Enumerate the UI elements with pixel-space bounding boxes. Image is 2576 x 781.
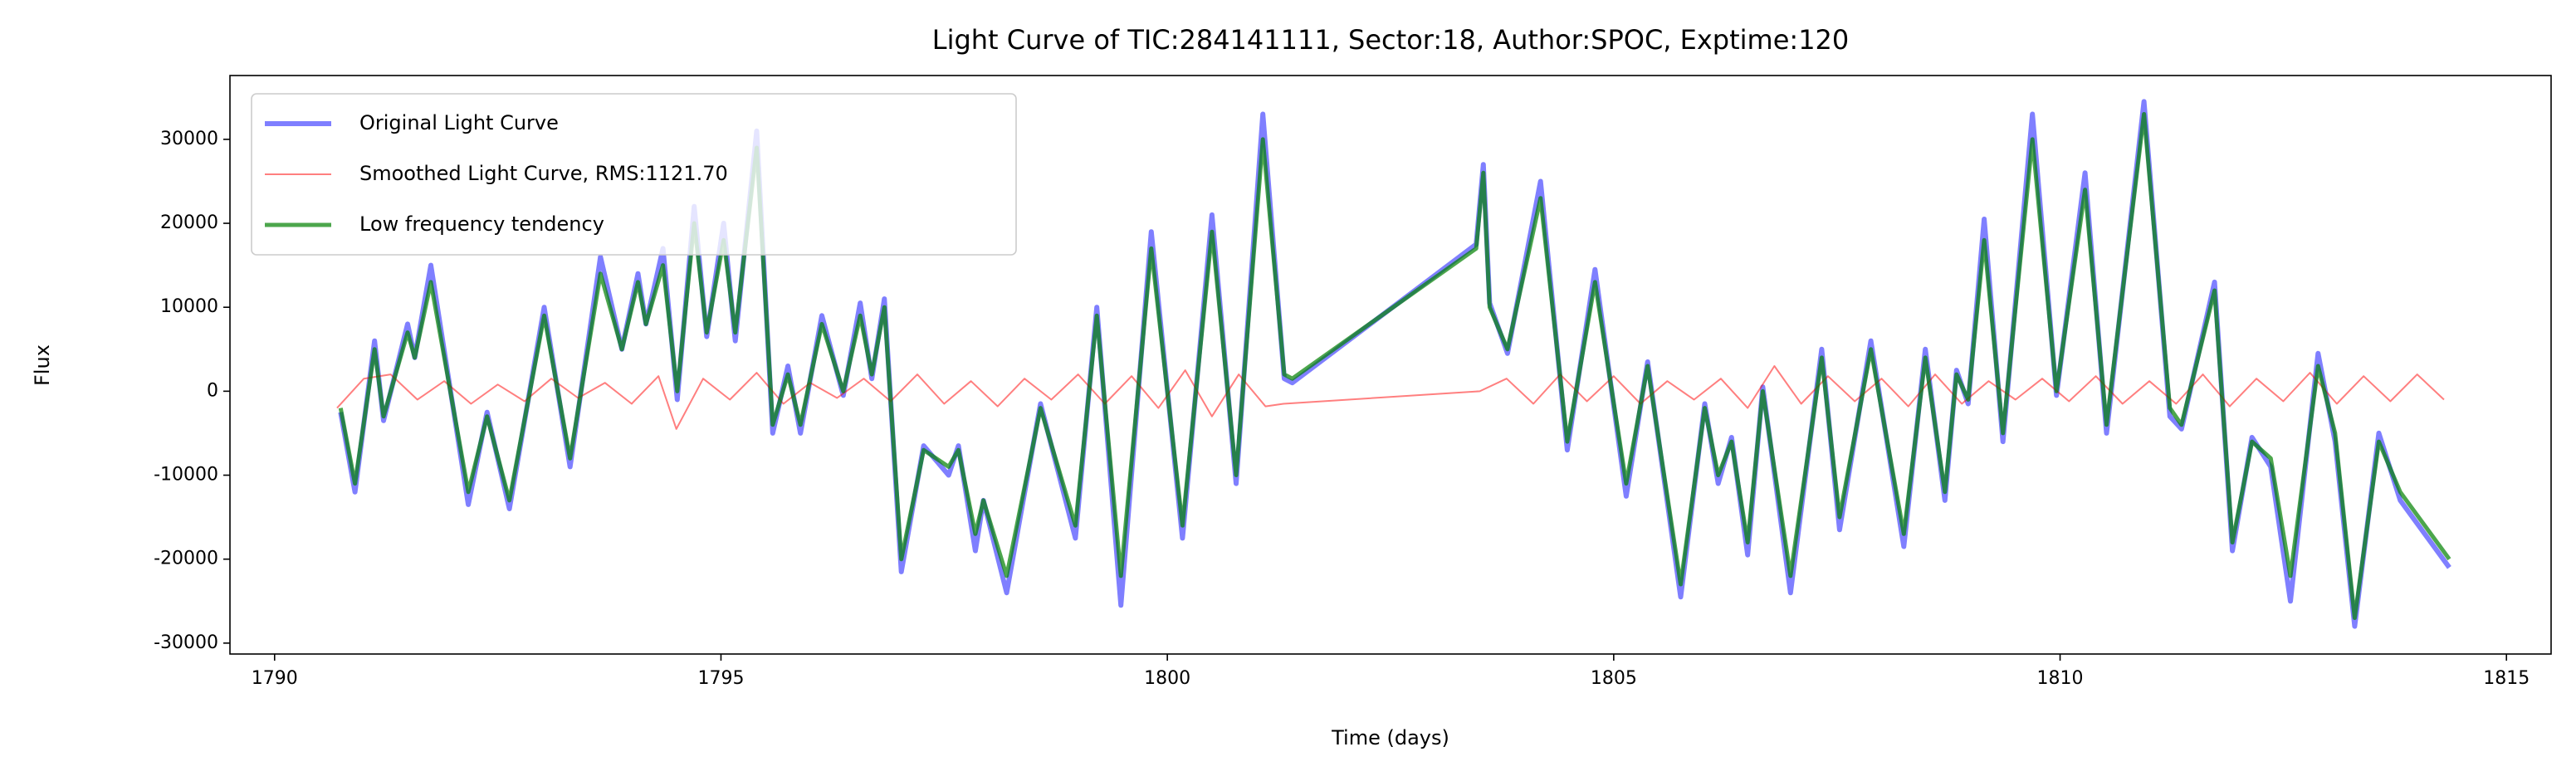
y-tick-label: 20000 (160, 212, 218, 233)
x-axis-label: Time (days) (1331, 726, 1449, 749)
x-tick-label: 1815 (2483, 668, 2530, 689)
y-axis-label: Flux (31, 344, 54, 386)
series-line (338, 112, 2451, 620)
chart-title: Light Curve of TIC:284141111, Sector:18,… (932, 24, 1850, 56)
plot-frame (229, 75, 2552, 655)
y-tick-label: -10000 (154, 465, 218, 486)
legend-label: Smoothed Light Curve, RMS:1121.70 (359, 162, 728, 185)
x-tick-label: 1810 (2037, 668, 2084, 689)
y-tick-label: 10000 (160, 296, 218, 317)
legend-label: Original Light Curve (359, 111, 559, 134)
x-tick-label: 1800 (1144, 668, 1190, 689)
x-tick-label: 1790 (252, 668, 298, 689)
legend-label: Low frequency tendency (359, 212, 604, 236)
x-tick-label: 1795 (697, 668, 744, 689)
y-tick-label: -30000 (154, 632, 218, 653)
series-line (336, 365, 2445, 430)
y-tick-label: 0 (207, 380, 218, 401)
y-tick-label: 30000 (160, 129, 218, 149)
x-tick-label: 1805 (1591, 668, 1637, 689)
y-tick-label: -20000 (154, 549, 218, 569)
legend-box (251, 93, 1017, 256)
